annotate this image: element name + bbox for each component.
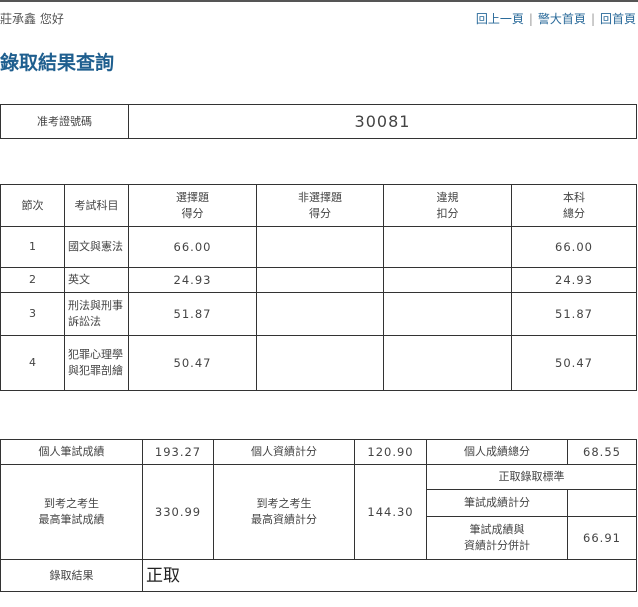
row-penalty <box>383 267 512 293</box>
scores-header-row: 節次 考試科目 選擇題 得分 非選擇題 得分 違規 扣分 本科 總分 <box>0 184 637 227</box>
total-value: 68.55 <box>567 439 637 465</box>
separator: | <box>590 12 595 26</box>
header-cell: 選擇題 得分 <box>128 184 257 227</box>
ticket-table: 准考證號碼 30081 <box>0 104 637 139</box>
university-home-link[interactable]: 警大首頁 <box>537 12 586 26</box>
row-nonmc-score <box>256 226 384 268</box>
std-written-label: 筆試成績計分 <box>426 489 568 517</box>
home-link[interactable]: 回首頁 <box>599 12 636 26</box>
result-value: 正取 <box>142 559 637 592</box>
written-value: 193.27 <box>142 439 214 465</box>
table-row: 3 刑法與刑事訴訟法 51.87 51.87 <box>0 292 637 336</box>
std-written-value <box>567 489 637 517</box>
row-nonmc-score <box>256 292 384 336</box>
table-row: 1 國文與憲法 66.00 66.00 <box>0 226 637 268</box>
user-greeting: 莊承鑫 您好 <box>0 12 64 26</box>
row-no: 1 <box>0 226 65 268</box>
row-penalty <box>383 226 512 268</box>
table-row: 2 英文 24.93 24.93 <box>0 267 637 293</box>
total-label: 個人成績總分 <box>426 439 568 465</box>
row-nonmc-score <box>256 335 384 391</box>
ticket-value: 30081 <box>128 104 637 139</box>
header-cell: 考試科目 <box>64 184 129 227</box>
header-cell: 節次 <box>0 184 65 227</box>
row-nonmc-score <box>256 267 384 293</box>
row-mc-score: 66.00 <box>128 226 257 268</box>
std-combined-value: 66.91 <box>567 516 637 560</box>
std-combined-label: 筆試成績與 資績計分併計 <box>426 516 568 560</box>
row-no: 3 <box>0 292 65 336</box>
row-subject: 國文與憲法 <box>64 226 129 268</box>
row-no: 4 <box>0 335 65 391</box>
row-penalty <box>383 335 512 391</box>
row-mc-score: 50.47 <box>128 335 257 391</box>
ticket-label: 准考證號碼 <box>0 104 129 139</box>
table-row: 4 犯罪心理學與犯罪剖繪 50.47 50.47 <box>0 335 637 391</box>
header-links: 回上一頁 | 警大首頁 | 回首頁 <box>476 10 636 27</box>
max-written-label: 到考之考生 最高筆試成績 <box>0 464 143 560</box>
max-credit-label: 到考之考生 最高資績計分 <box>213 464 355 560</box>
row-total: 24.93 <box>511 267 637 293</box>
scores-table: 節次 考試科目 選擇題 得分 非選擇題 得分 違規 扣分 本科 總分 1 國文與憲… <box>0 184 637 391</box>
row-penalty <box>383 292 512 336</box>
row-total: 51.87 <box>511 292 637 336</box>
page-title: 錄取結果查詢 <box>0 52 115 74</box>
header-cell: 非選擇題 得分 <box>256 184 384 227</box>
back-link[interactable]: 回上一頁 <box>475 12 524 26</box>
credit-value: 120.90 <box>354 439 427 465</box>
written-label: 個人筆試成績 <box>0 439 143 465</box>
separator: | <box>528 12 533 26</box>
row-mc-score: 51.87 <box>128 292 257 336</box>
top-border <box>0 0 638 2</box>
max-written-value: 330.99 <box>142 464 214 560</box>
row-subject: 英文 <box>64 267 129 293</box>
max-credit-value: 144.30 <box>354 464 427 560</box>
row-total: 66.00 <box>511 226 637 268</box>
row-mc-score: 24.93 <box>128 267 257 293</box>
summary-table: 個人筆試成績 193.27 個人資績計分 120.90 個人成績總分 68.55… <box>0 439 637 592</box>
result-label: 錄取結果 <box>0 559 143 592</box>
row-subject: 犯罪心理學與犯罪剖繪 <box>64 335 129 391</box>
standard-label: 正取錄取標準 <box>426 464 637 490</box>
row-subject: 刑法與刑事訴訟法 <box>64 292 129 336</box>
header-cell: 本科 總分 <box>511 184 637 227</box>
credit-label: 個人資績計分 <box>213 439 355 465</box>
header-cell: 違規 扣分 <box>383 184 512 227</box>
row-no: 2 <box>0 267 65 293</box>
row-total: 50.47 <box>511 335 637 391</box>
